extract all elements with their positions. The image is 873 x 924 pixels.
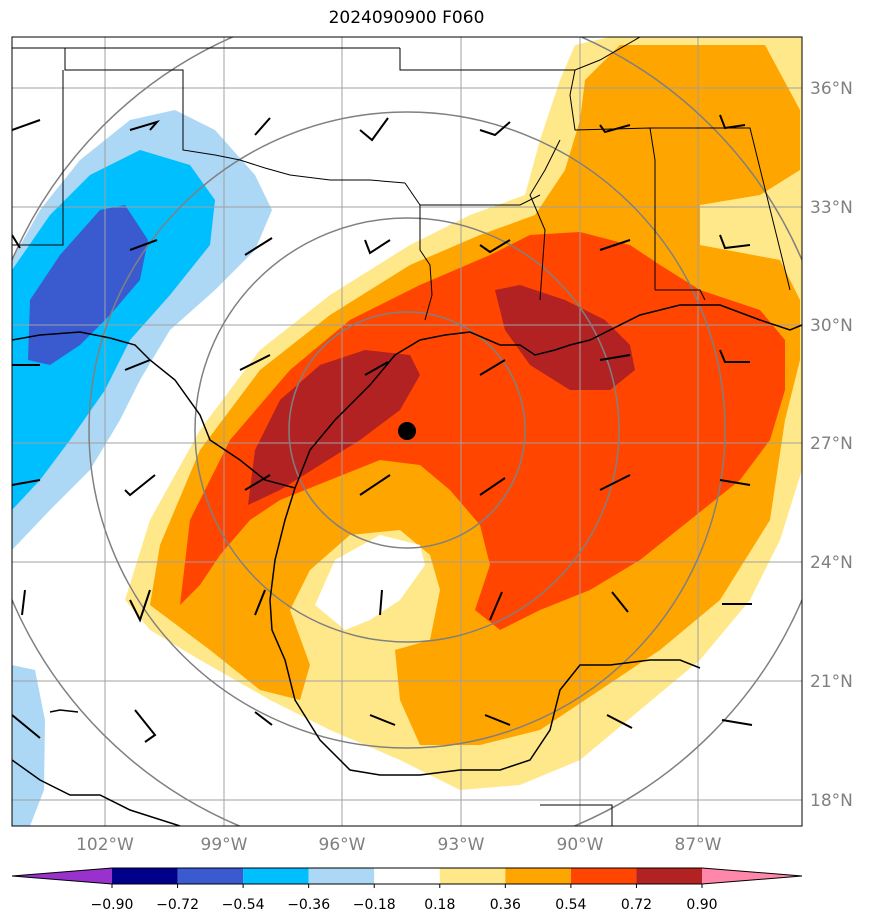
coastlines [12, 304, 802, 826]
map-frame [11, 36, 803, 827]
lat-label: 24°N [810, 553, 853, 573]
lon-labels: 102°W 99°W 96°W 93°W 90°W 87°W [76, 835, 722, 855]
colorbar-segment [177, 868, 244, 884]
lon-label: 87°W [675, 835, 722, 855]
colorbar-tick-label: 0.18 [424, 897, 455, 913]
state-borders [12, 37, 791, 826]
colorbar-segment [243, 868, 309, 884]
map-area [12, 37, 802, 826]
colorbar-extend-low [12, 868, 112, 884]
lon-label: 99°W [201, 835, 248, 855]
colorbar-tick-label: −0.90 [91, 897, 134, 913]
map-title: 2024090900 F060 [328, 8, 485, 28]
lon-label: 102°W [76, 835, 134, 855]
lon-label: 90°W [557, 835, 604, 855]
colorbar [11, 867, 803, 885]
colorbar-tick-label: 0.54 [555, 897, 586, 913]
field-dark-red-east [495, 285, 635, 390]
storm-center-dot [398, 422, 416, 440]
colorbar-labels: −0.90 −0.72 −0.54 −0.36 −0.18 0.18 0.36 0.54 0.7… [91, 884, 718, 913]
colorbar-tick-label: −0.18 [353, 897, 396, 913]
graticule [12, 37, 802, 826]
lat-label: 36°N [810, 79, 853, 99]
colorbar-segment [439, 868, 506, 884]
colorbar-tick-label: 0.72 [621, 897, 652, 913]
colorbar-segment [374, 868, 440, 884]
colorbar-segment [112, 868, 178, 884]
field-dark-red-west [248, 350, 420, 505]
lat-labels: 36°N 33°N 30°N 27°N 24°N 21°N 18°N [810, 79, 853, 811]
lat-label: 33°N [810, 198, 853, 218]
colorbar-segment [636, 868, 702, 884]
lat-label: 30°N [810, 316, 853, 336]
colorbar-segment [570, 868, 637, 884]
wind-barbs [12, 114, 753, 743]
field-light-blue-sw [12, 665, 45, 826]
colorbar-extend-high [702, 868, 802, 884]
colorbar-tick-label: −0.54 [222, 897, 265, 913]
colorbar-tick-label: 0.90 [686, 897, 717, 913]
lat-label: 21°N [810, 672, 853, 692]
colorbar-segment [505, 868, 571, 884]
colorbar-segment [308, 868, 375, 884]
lon-label: 93°W [438, 835, 485, 855]
lat-label: 27°N [810, 434, 853, 454]
lat-label: 18°N [810, 791, 853, 811]
colorbar-tick-label: 0.36 [490, 897, 521, 913]
colorbar-tick-label: −0.72 [156, 897, 199, 913]
colorbar-tick-label: −0.36 [287, 897, 330, 913]
lon-label: 96°W [319, 835, 366, 855]
range-rings [12, 37, 802, 826]
field-orange-red [180, 232, 785, 630]
